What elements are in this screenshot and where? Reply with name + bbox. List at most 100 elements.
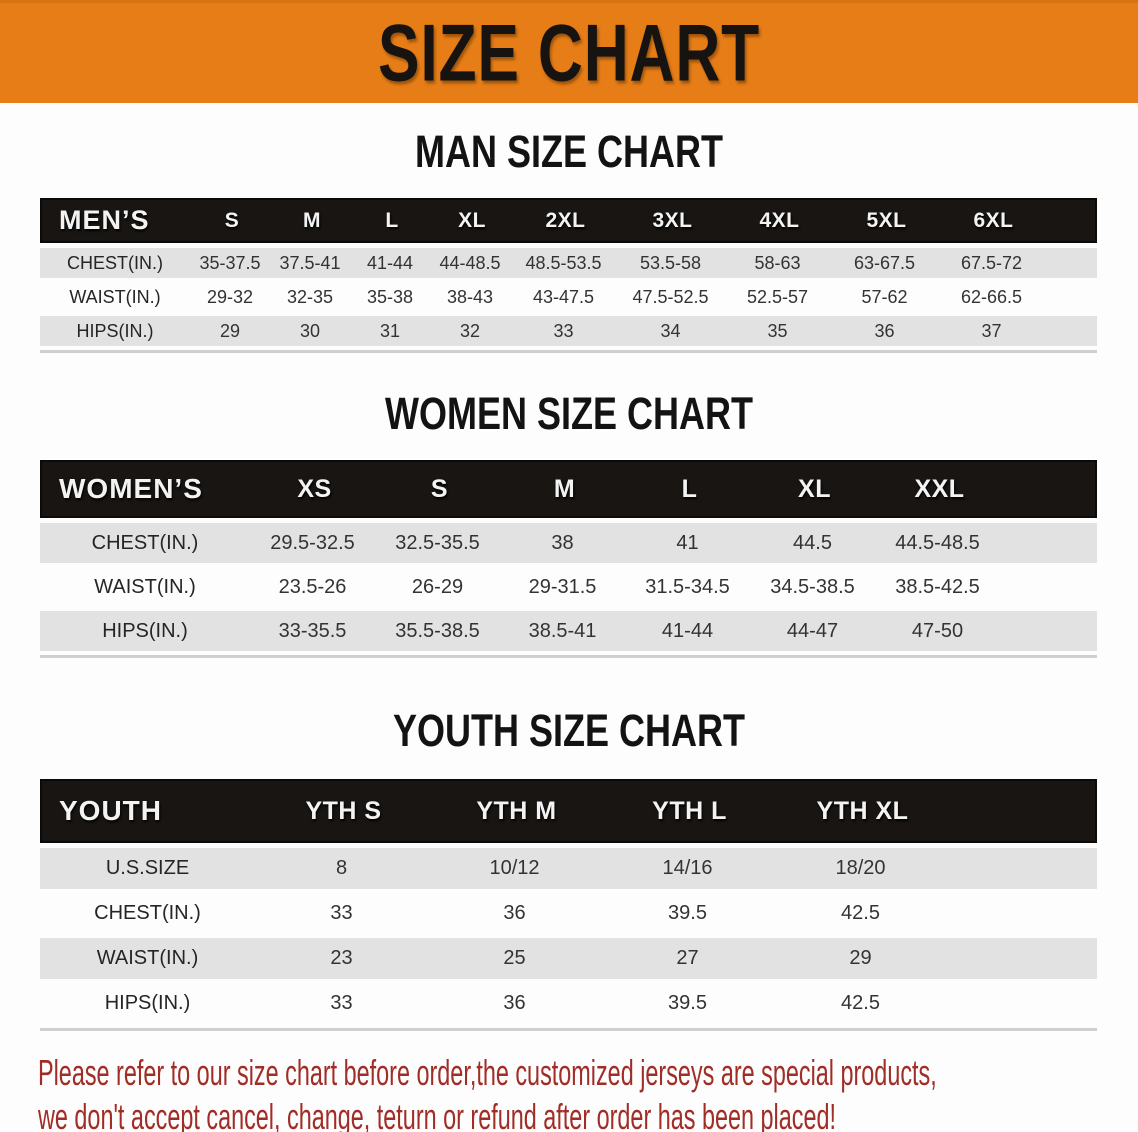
column-header-cell: YTH L [652,796,727,825]
column-header-cell: 6XL [973,208,1014,232]
size-value-cell: 58-63 [754,252,801,273]
size-value-cell: 42.5 [841,992,880,1014]
table-row: CHEST(IN.) 33 36 39.5 42.5 [40,893,1097,934]
size-value-cell: 42.5 [841,902,880,924]
size-value-cell: 23 [330,947,353,969]
size-value-cell: 41-44 [661,619,714,642]
column-header-cell: L [681,474,698,503]
size-value-cell: 53.5-58 [639,252,702,273]
size-value-cell: 48.5-53.5 [525,252,602,273]
size-value-cell: 32 [459,320,481,341]
size-value-cell: 39.5 [668,992,707,1014]
table-row: U.S.SIZE 8 10/12 14/16 18/20 [40,848,1097,889]
size-value-cell: 32-35 [286,286,334,307]
row-label-cell: CHEST(IN.) [91,531,199,554]
size-value-cell: 30 [299,320,321,341]
row-label-cell: CHEST(IN.) [67,252,163,273]
women-size-table: WOMEN’S XS S M L XL XXL CHEST(IN.) 29.5-32.5 32.5… [40,460,1097,658]
size-value-cell: 38-43 [446,286,494,307]
column-header-cell: XXL [914,474,965,503]
row-label-cell: WAIST(IN.) [96,947,199,969]
table-row: WAIST(IN.) 23.5-26 26-29 29-31.5 31.5-34.5 34… [40,567,1097,607]
row-label-cell: U.S.SIZE [105,857,190,879]
size-value-cell: 35-37.5 [199,252,261,273]
column-header-cell: M [553,474,576,503]
table-row: CHEST(IN.) 29.5-32.5 32.5-35.5 38 41 44.5 44.5… [40,523,1097,563]
size-value-cell: 31.5-34.5 [645,575,730,598]
size-value-cell: 32.5-35.5 [395,531,480,554]
size-value-cell: 26-29 [411,575,464,598]
size-value-cell: 29 [219,320,241,341]
column-header-cell: L [385,208,399,232]
size-value-cell: 44.5-48.5 [895,531,980,554]
size-value-cell: 44-47 [786,619,839,642]
size-value-cell: 36 [503,992,526,1014]
women-size-chart-section: WOMEN SIZE CHART WOMEN’S XS S M L XL XXL CHEST(… [0,390,1138,658]
size-value-cell: 43-47.5 [532,286,595,307]
size-value-cell: 27 [676,947,699,969]
size-value-cell: 31 [379,320,401,341]
size-value-cell: 10/12 [489,857,540,879]
column-header-cell: 2XL [545,208,586,232]
size-value-cell: 34.5-38.5 [770,575,855,598]
size-value-cell: 37.5-41 [279,252,341,273]
table-header-label: YOUTH [59,795,162,826]
size-value-cell: 35-38 [366,286,414,307]
size-value-cell: 33 [330,902,353,924]
size-value-cell: 47.5-52.5 [632,286,709,307]
column-header-cell: XL [458,208,486,232]
size-value-cell: 34 [660,320,681,341]
size-value-cell: 23.5-26 [278,575,347,598]
table-row: WAIST(IN.) 29-32 32-35 35-38 38-43 43-47.5 47.… [40,282,1097,312]
size-value-cell: 18/20 [835,857,886,879]
table-row: HIPS(IN.) 33-35.5 35.5-38.5 38.5-41 41-44 44-… [40,611,1097,651]
column-header-cell: 3XL [652,208,693,232]
size-value-cell: 35 [767,320,788,341]
column-header-cell: 5XL [866,208,907,232]
size-value-cell: 29.5-32.5 [270,531,355,554]
youth-chart-title: YOUTH SIZE CHART [392,705,745,756]
column-header-cell: XS [297,474,332,503]
size-value-cell: 38.5-41 [528,619,597,642]
size-value-cell: 44.5 [793,531,832,554]
size-value-cell: 41-44 [366,252,414,273]
size-value-cell: 14/16 [662,857,713,879]
size-value-cell: 29-32 [206,286,254,307]
table-row: HIPS(IN.) 33 36 39.5 42.5 [40,983,1097,1024]
table-row: HIPS(IN.) 29 30 31 32 33 34 35 36 37 [40,316,1097,346]
banner-title: SIZE CHART [377,7,761,99]
column-header-cell: M [303,208,321,232]
table-header-row: WOMEN’S XS S M L XL XXL [40,460,1097,518]
table-header-row: MEN’S S M L XL 2XL 3XL 4XL 5XL 6XL [40,198,1097,243]
size-value-cell: 39.5 [668,902,707,924]
size-chart-banner: SIZE CHART [0,0,1138,103]
table-header-row: YOUTH YTH S YTH M YTH L YTH XL [40,779,1097,843]
column-header-cell: YTH M [476,796,557,825]
disclaimer-line-2: we don't accept cancel, change, teturn o… [38,1096,836,1132]
table-header-label: WOMEN’S [59,473,203,504]
table-row: WAIST(IN.) 23 25 27 29 [40,938,1097,979]
size-value-cell: 41 [676,531,699,554]
size-value-cell: 57-62 [861,286,908,307]
size-value-cell: 36 [874,320,895,341]
men-size-chart-section: MAN SIZE CHART MEN’S S M L XL 2XL 3XL 4XL 5XL 6XL… [0,128,1138,353]
row-label-cell: WAIST(IN.) [69,286,161,307]
column-header-cell: YTH XL [816,796,909,825]
women-chart-title: WOMEN SIZE CHART [385,388,753,439]
size-value-cell: 29-31.5 [528,575,597,598]
size-value-cell: 33 [330,992,353,1014]
column-header-cell: YTH S [305,796,382,825]
size-value-cell: 25 [503,947,526,969]
size-value-cell: 38 [551,531,574,554]
row-label-cell: CHEST(IN.) [94,902,201,924]
disclaimer-line-1: Please refer to our size chart before or… [38,1052,937,1093]
size-value-cell: 52.5-57 [746,286,809,307]
order-disclaimer: Please refer to our size chart before or… [38,1051,1138,1132]
size-value-cell: 36 [503,902,526,924]
size-value-cell: 62-66.5 [960,286,1023,307]
youth-size-table: YOUTH YTH S YTH M YTH L YTH XL U.S.SIZE 8 10/12… [40,779,1097,1031]
table-row: CHEST(IN.) 35-37.5 37.5-41 41-44 44-48.5 48.5… [40,248,1097,278]
size-value-cell: 33-35.5 [278,619,347,642]
table-header-label: MEN’S [59,205,150,235]
